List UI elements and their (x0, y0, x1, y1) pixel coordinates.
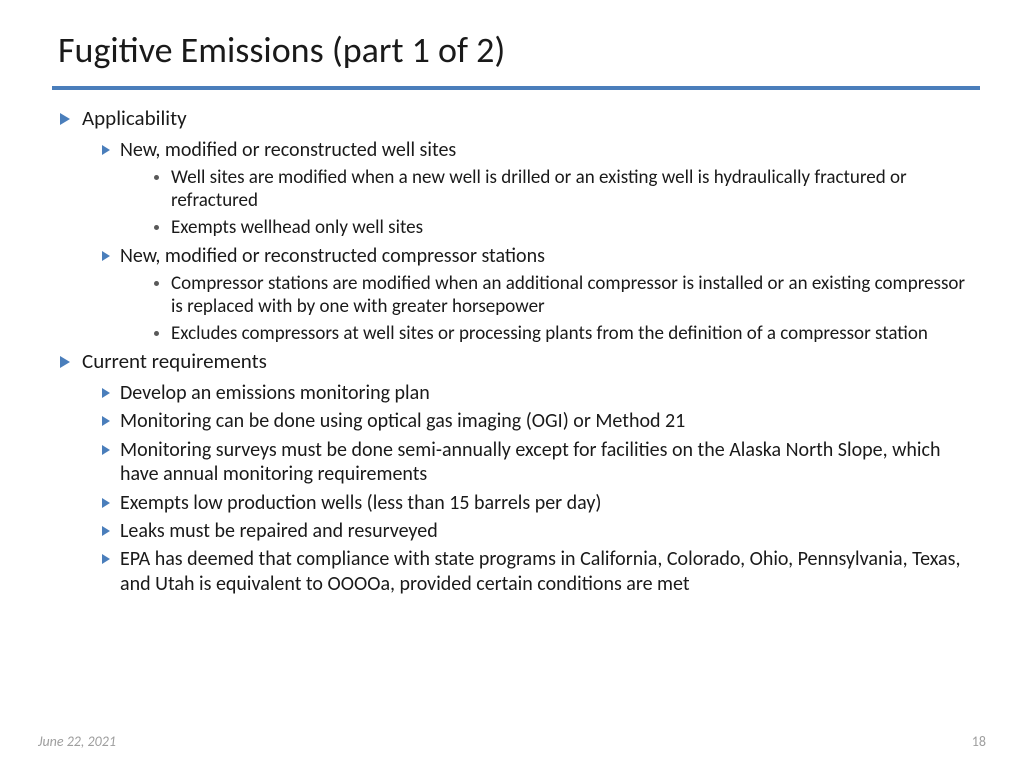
footer-date: June 22, 2021 (38, 733, 116, 750)
bullet-text: Current requirements (82, 349, 974, 375)
footer-page-number: 18 (972, 733, 986, 750)
bullet-text: Monitoring surveys must be done semi-ann… (120, 438, 974, 487)
bullet-req-item: Monitoring surveys must be done semi-ann… (102, 438, 974, 487)
subbullet: Exempts wellhead only well sites (154, 216, 974, 239)
triangle-bullet-icon (102, 445, 110, 455)
slide-content: Applicability New, modified or reconstru… (58, 106, 974, 596)
bullet-req-item: EPA has deemed that compliance with stat… (102, 547, 974, 596)
triangle-bullet-icon (102, 251, 110, 261)
dot-bullet-icon (154, 281, 159, 286)
triangle-bullet-icon (60, 356, 70, 368)
bullet-text: New, modified or reconstructed compresso… (120, 244, 974, 268)
subbullet: Well sites are modified when a new well … (154, 166, 974, 212)
bullet-req-item: Monitoring can be done using optical gas… (102, 409, 974, 433)
triangle-bullet-icon (60, 113, 70, 125)
bullet-text: Develop an emissions monitoring plan (120, 381, 974, 405)
bullet-text: Applicability (82, 106, 974, 132)
bullet-text: Monitoring can be done using optical gas… (120, 409, 974, 433)
bullet-text: Well sites are modified when a new well … (171, 166, 974, 212)
slide-footer: June 22, 2021 18 (38, 733, 986, 750)
dot-bullet-icon (154, 175, 159, 180)
bullet-text: Compressor stations are modified when an… (171, 272, 974, 318)
triangle-bullet-icon (102, 526, 110, 536)
triangle-bullet-icon (102, 416, 110, 426)
subbullet: Compressor stations are modified when an… (154, 272, 974, 318)
triangle-bullet-icon (102, 145, 110, 155)
slide-title: Fugitive Emissions (part 1 of 2) (58, 28, 974, 72)
bullet-req-item: Develop an emissions monitoring plan (102, 381, 974, 405)
slide: Fugitive Emissions (part 1 of 2) Applica… (0, 0, 1024, 596)
bullet-applicability: Applicability (60, 106, 974, 132)
subbullet: Excludes compressors at well sites or pr… (154, 322, 974, 345)
dot-bullet-icon (154, 225, 159, 230)
bullet-req-item: Leaks must be repaired and resurveyed (102, 519, 974, 543)
bullet-text: Excludes compressors at well sites or pr… (171, 322, 974, 345)
triangle-bullet-icon (102, 498, 110, 508)
title-rule (52, 86, 980, 90)
bullet-requirements: Current requirements (60, 349, 974, 375)
triangle-bullet-icon (102, 554, 110, 564)
bullet-compressor: New, modified or reconstructed compresso… (102, 244, 974, 268)
bullet-text: Leaks must be repaired and resurveyed (120, 519, 974, 543)
bullet-text: Exempts low production wells (less than … (120, 491, 974, 515)
triangle-bullet-icon (102, 388, 110, 398)
bullet-text: New, modified or reconstructed well site… (120, 138, 974, 162)
dot-bullet-icon (154, 331, 159, 336)
bullet-text: Exempts wellhead only well sites (171, 216, 974, 239)
bullet-req-item: Exempts low production wells (less than … (102, 491, 974, 515)
bullet-text: EPA has deemed that compliance with stat… (120, 547, 974, 596)
bullet-well-sites: New, modified or reconstructed well site… (102, 138, 974, 162)
